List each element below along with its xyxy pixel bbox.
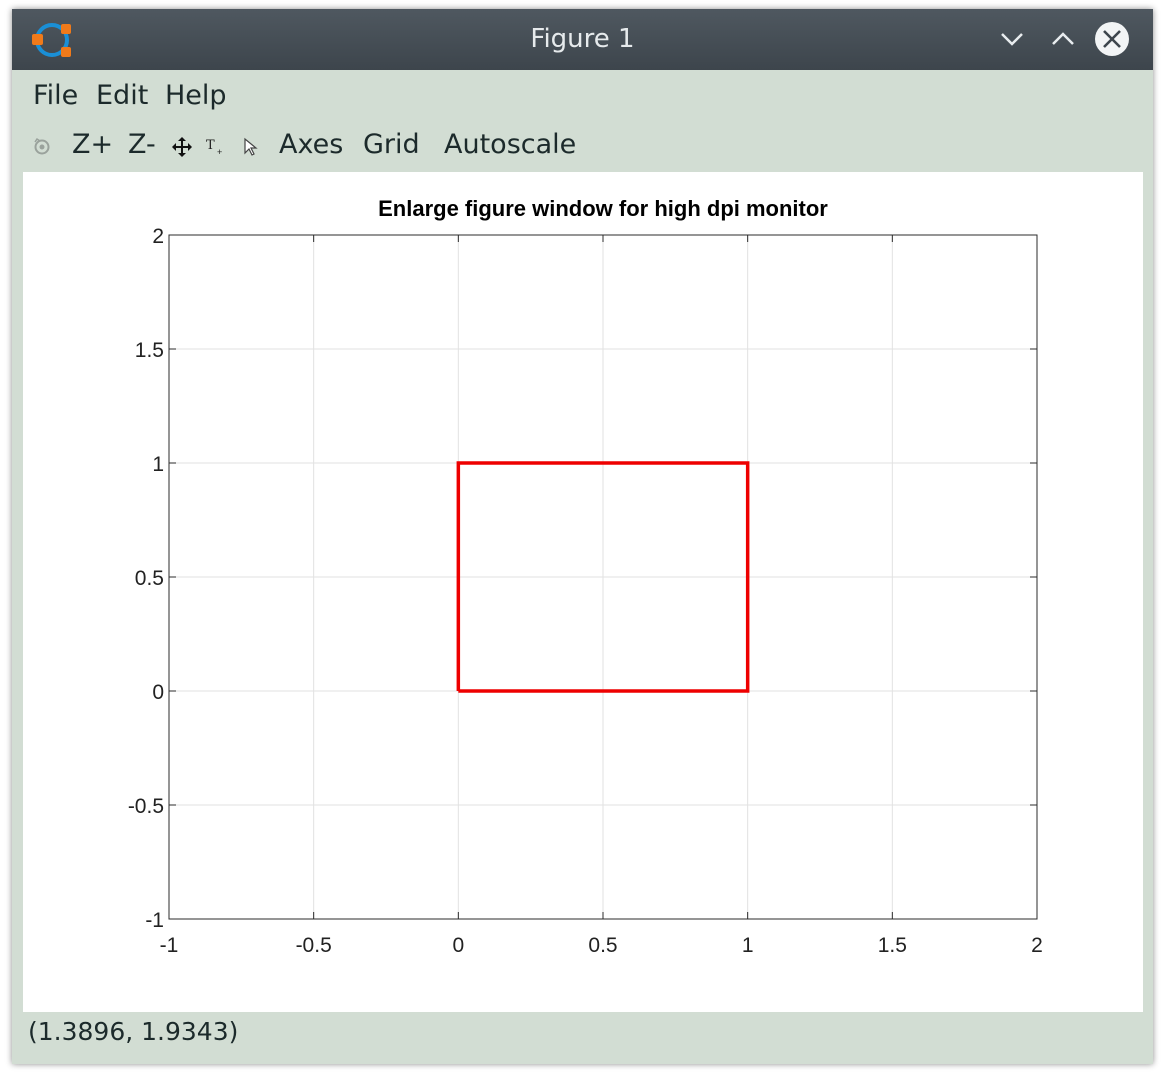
svg-text:+: + [217,147,222,157]
y-tick-label: 0.5 [135,567,164,590]
select-pointer-icon[interactable] [240,136,262,158]
x-tick-label: -1 [160,934,179,957]
autoscale-button[interactable]: Autoscale [444,129,577,160]
figure-canvas[interactable]: -1 -0.5 0 0.5 1 1.5 2 -1 -0.5 0 0.5 1 1.5 2 Enlarge fi… [23,172,1143,1012]
insert-text-icon[interactable]: T + [205,136,227,158]
y-tick-label: -1 [145,909,164,932]
chart-title: Enlarge figure window for high dpi monit… [378,196,828,221]
grid-button[interactable]: Grid [363,129,420,160]
x-tick-label: -0.5 [296,934,332,957]
x-tick-label: 2 [1031,934,1043,957]
menu-help[interactable]: Help [165,80,227,111]
title-bar[interactable]: Figure 1 [12,9,1153,70]
toolbar: Z+ Z- T + Axes Grid Autoscale [12,122,1153,172]
minimize-button[interactable] [994,21,1030,57]
y-tick-label: 0 [152,681,164,704]
figure-window: Figure 1 File Edit Help Z+ Z- [12,9,1153,1064]
y-tick-label: 1.5 [135,339,164,362]
x-tick-label: 0 [452,934,464,957]
menu-bar: File Edit Help [12,70,1153,122]
plot-area[interactable]: -1 -0.5 0 0.5 1 1.5 2 -1 -0.5 0 0.5 1 1.5 2 Enlarge fi… [23,172,1143,1012]
zoom-out-button[interactable]: Z- [128,129,156,160]
octave-logo-icon [32,23,71,57]
cursor-coordinates: (1.3896, 1.9343) [28,1017,239,1046]
close-button[interactable] [1094,21,1130,57]
menu-file[interactable]: File [33,80,79,111]
menu-edit[interactable]: Edit [96,80,149,111]
series-line [456,461,750,693]
svg-text:T: T [206,138,215,153]
zoom-in-button[interactable]: Z+ [72,129,114,160]
rotate-icon[interactable] [31,136,53,158]
axes-button[interactable]: Axes [279,129,344,160]
x-tick-label: 0.5 [588,934,617,957]
y-tick-label: 2 [152,225,164,248]
maximize-button[interactable] [1045,21,1081,57]
x-tick-label: 1 [742,934,754,957]
y-tick-label: -0.5 [128,795,164,818]
x-tick-label: 1.5 [878,934,907,957]
window-title: Figure 1 [530,24,635,54]
pan-icon[interactable] [171,136,193,158]
y-tick-label: 1 [152,453,164,476]
